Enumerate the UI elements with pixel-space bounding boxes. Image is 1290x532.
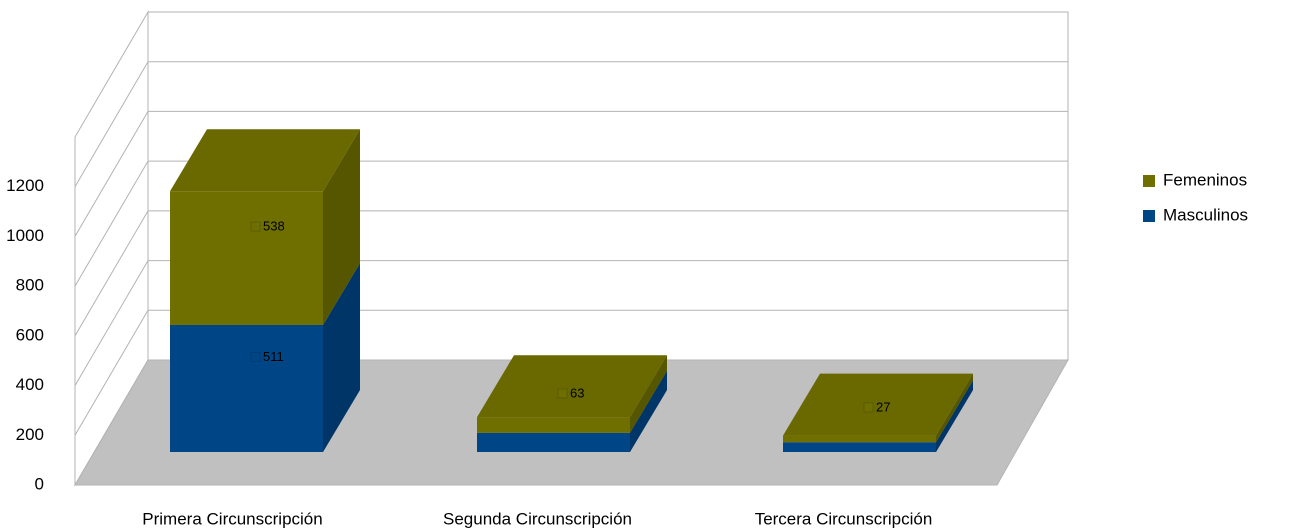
y-tick-label: 800 (16, 276, 44, 295)
data-label-key (557, 388, 568, 399)
bar-front (783, 435, 936, 443)
bar-top-shade (170, 129, 360, 192)
legend-label: Masculinos (1163, 205, 1248, 224)
data-label: 511 (263, 349, 284, 364)
grid-line (74, 160, 149, 287)
bar-side-shade (936, 373, 973, 443)
grid-line (74, 260, 149, 386)
bar-side-shade (323, 129, 360, 325)
x-tick-label: Tercera Circunscripción (755, 509, 933, 528)
legend-label: Femeninos (1163, 170, 1247, 189)
x-tick-label: Primera Circunscripción (142, 509, 322, 528)
side-wall (74, 10, 149, 487)
bar-side (630, 355, 667, 433)
bar-side-shade (630, 355, 667, 433)
grid-line (74, 61, 149, 187)
bar-side-shade (630, 370, 667, 452)
bar-side-shade (936, 380, 973, 452)
y-tick-label: 0 (35, 474, 44, 493)
data-label-key (863, 402, 874, 413)
x-tick-label: Segunda Circunscripción (443, 509, 632, 528)
y-tick-label: 600 (16, 325, 44, 344)
legend-key (1143, 175, 1155, 187)
bar-top-shade (477, 355, 667, 418)
data-label-key (250, 351, 261, 362)
bar-top (477, 355, 667, 418)
bar-side (936, 380, 973, 452)
data-label-key (250, 221, 261, 232)
data-label: 27 (876, 399, 890, 414)
bar-front (170, 324, 323, 452)
bar-top-shade (783, 373, 973, 436)
bar-top (170, 129, 360, 192)
bar-side (630, 370, 667, 452)
bar-front (783, 442, 936, 452)
bar-side (323, 129, 360, 325)
bar-front (477, 432, 630, 452)
bar-side (936, 373, 973, 443)
y-tick-label: 200 (16, 425, 44, 444)
y-tick-label: 400 (16, 375, 44, 394)
bar-front (170, 191, 323, 325)
grid-line (74, 310, 149, 436)
legend-key (1143, 210, 1155, 222)
bar-front (477, 417, 630, 433)
bar-top (783, 373, 973, 436)
grid-line (74, 111, 149, 237)
grid-line (74, 210, 149, 337)
bar-side-shade (323, 262, 360, 452)
bar-side (323, 262, 360, 452)
data-label: 63 (570, 385, 584, 400)
y-tick-label: 1000 (6, 226, 44, 245)
data-label: 538 (263, 219, 285, 234)
y-tick-label: 1200 (6, 176, 44, 195)
